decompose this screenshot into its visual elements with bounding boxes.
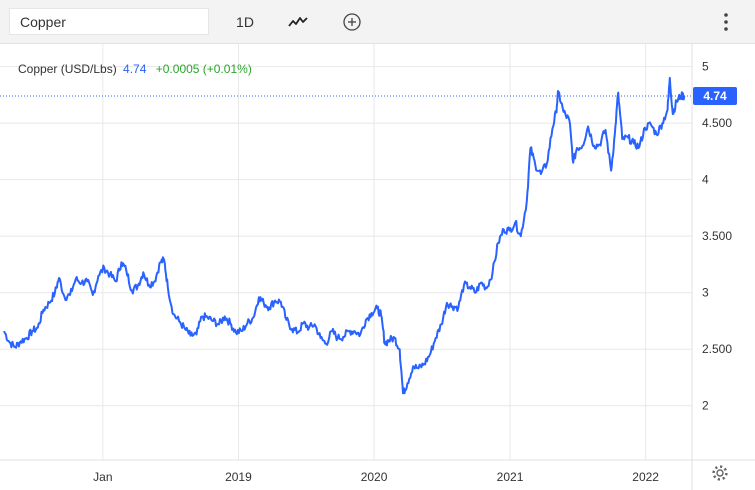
symbol-search-input[interactable] [9, 8, 209, 35]
chart-settings-button[interactable] [710, 463, 730, 483]
series-line-copper [3, 76, 686, 395]
legend-change: +0.0005 (+0.01%) [155, 62, 252, 76]
y-tick-label: 4 [702, 173, 709, 187]
interval-button[interactable]: 1D [236, 14, 254, 30]
line-chart-icon [288, 17, 308, 27]
y-tick-label: 3.500 [702, 229, 732, 243]
grid [0, 44, 692, 460]
price-chart[interactable]: Jan 2019 2020 2021 2022 22.50033.50044.5005 … [0, 44, 755, 490]
x-tick-label: 2020 [361, 470, 388, 484]
x-tick-label: Jan [93, 470, 112, 484]
x-tick-label: 2019 [225, 470, 252, 484]
x-tick-label: 2021 [497, 470, 524, 484]
price-axis: 2 2.500 3 3.500 4 4.500 5 [702, 60, 732, 413]
last-price-tag: 4.74 [693, 87, 737, 105]
chart-toolbar: 1D [0, 0, 755, 44]
kebab-menu-icon [724, 13, 728, 31]
x-tick-label: 2022 [632, 470, 659, 484]
y-tick-label: 2 [702, 399, 709, 413]
y-tick-label: 4.500 [702, 116, 732, 130]
last-price-tag-label: 4.74 [703, 89, 727, 103]
series-legend: Copper (USD/Lbs) 4.74 +0.0005 (+0.01%) [18, 62, 252, 76]
time-axis: Jan 2019 2020 2021 2022 [93, 470, 659, 484]
y-tick-label: 5 [702, 60, 709, 74]
compare-button[interactable] [338, 8, 366, 36]
chart-type-button[interactable] [283, 8, 313, 36]
more-options-button[interactable] [712, 8, 740, 36]
last-price-tag-bg [693, 87, 737, 105]
y-tick-label: 2.500 [702, 342, 732, 356]
legend-price: 4.74 [123, 62, 147, 76]
plus-circle-icon [343, 13, 361, 31]
gear-icon [712, 465, 728, 481]
y-tick-label: 3 [702, 286, 709, 300]
legend-symbol-name: Copper (USD/Lbs) [18, 62, 117, 76]
